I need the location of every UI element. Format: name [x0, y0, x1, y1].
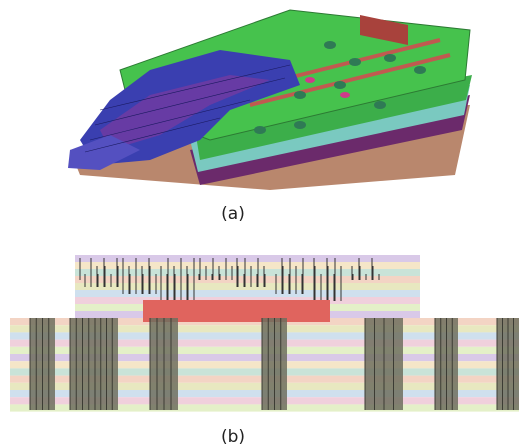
pcb-3d-view — [68, 10, 472, 190]
page: (a) (b) (() => { const data = JSON.parse… — [0, 0, 519, 448]
figure: (a) (b) — [0, 0, 519, 448]
vias — [30, 318, 519, 410]
stripe — [75, 276, 420, 283]
panel-label: (a) — [221, 204, 245, 224]
stripe — [75, 269, 420, 276]
cross-section — [10, 255, 519, 412]
panel-label: (b) — [221, 427, 245, 447]
stripe — [75, 290, 420, 297]
stripe — [75, 262, 420, 269]
stripe — [75, 283, 420, 290]
stripe — [75, 255, 420, 262]
